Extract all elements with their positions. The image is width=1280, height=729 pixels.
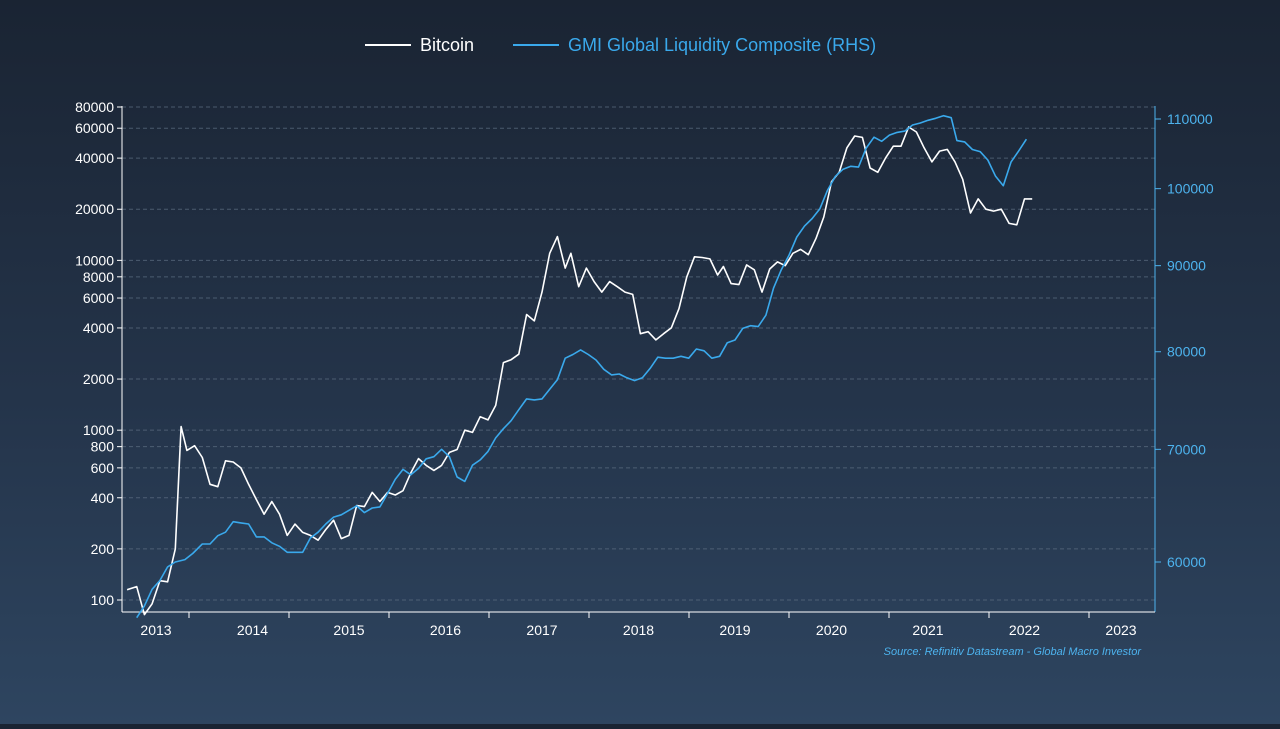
x-tick-label: 2022 <box>1009 622 1040 638</box>
x-tick-label: 2018 <box>623 622 654 638</box>
liquidity-series-line <box>136 114 1028 619</box>
left-tick-label: 40000 <box>75 150 114 166</box>
left-tick-label: 100 <box>91 592 115 608</box>
source-note: Source: Refinitiv Datastream - Global Ma… <box>884 646 1143 658</box>
left-tick-label: 1000 <box>83 422 114 438</box>
right-tick-label: 90000 <box>1167 258 1206 274</box>
right-tick-label: 100000 <box>1167 181 1214 197</box>
left-tick-label: 20000 <box>75 201 114 217</box>
right-tick-label: 80000 <box>1167 344 1206 360</box>
legend-label: Bitcoin <box>420 35 474 55</box>
x-tick-label: 2020 <box>816 622 847 638</box>
x-axis-ticks: 2013 2014 2015 2016 2017 2018 2019 2020 2021 2022… <box>140 612 1137 638</box>
series-lines <box>126 114 1033 619</box>
x-tick-label: 2019 <box>719 622 750 638</box>
x-tick-label: 2015 <box>333 622 364 638</box>
right-axis-ticks: 110000 100000 90000 80000 70000 60000 <box>1155 111 1214 570</box>
x-tick-label: 2017 <box>526 622 557 638</box>
left-tick-label: 80000 <box>75 99 114 115</box>
x-tick-label: 2016 <box>430 622 461 638</box>
legend-label: GMI Global Liquidity Composite (RHS) <box>568 35 876 55</box>
left-tick-label: 6000 <box>83 290 114 306</box>
left-tick-label: 400 <box>91 490 115 506</box>
axes <box>121 106 1156 613</box>
left-tick-label: 60000 <box>75 120 114 136</box>
x-tick-label: 2023 <box>1105 622 1136 638</box>
left-tick-label: 200 <box>91 541 115 557</box>
right-tick-label: 70000 <box>1167 441 1206 457</box>
bitcoin-series-line <box>126 126 1033 616</box>
legend: Bitcoin GMI Global Liquidity Composite (R… <box>365 35 876 55</box>
right-tick-label: 110000 <box>1167 111 1213 127</box>
left-tick-label: 8000 <box>83 269 114 285</box>
left-tick-label: 10000 <box>75 252 114 268</box>
x-tick-label: 2021 <box>912 622 943 638</box>
left-tick-label: 4000 <box>83 320 114 336</box>
x-tick-label: 2013 <box>140 622 171 638</box>
left-tick-label: 800 <box>91 439 115 455</box>
left-tick-label: 2000 <box>83 371 114 387</box>
legend-item: GMI Global Liquidity Composite (RHS) <box>513 35 876 55</box>
x-tick-label: 2014 <box>237 622 268 638</box>
left-tick-label: 600 <box>91 460 115 476</box>
legend-item: Bitcoin <box>365 35 474 55</box>
right-tick-label: 60000 <box>1167 554 1206 570</box>
